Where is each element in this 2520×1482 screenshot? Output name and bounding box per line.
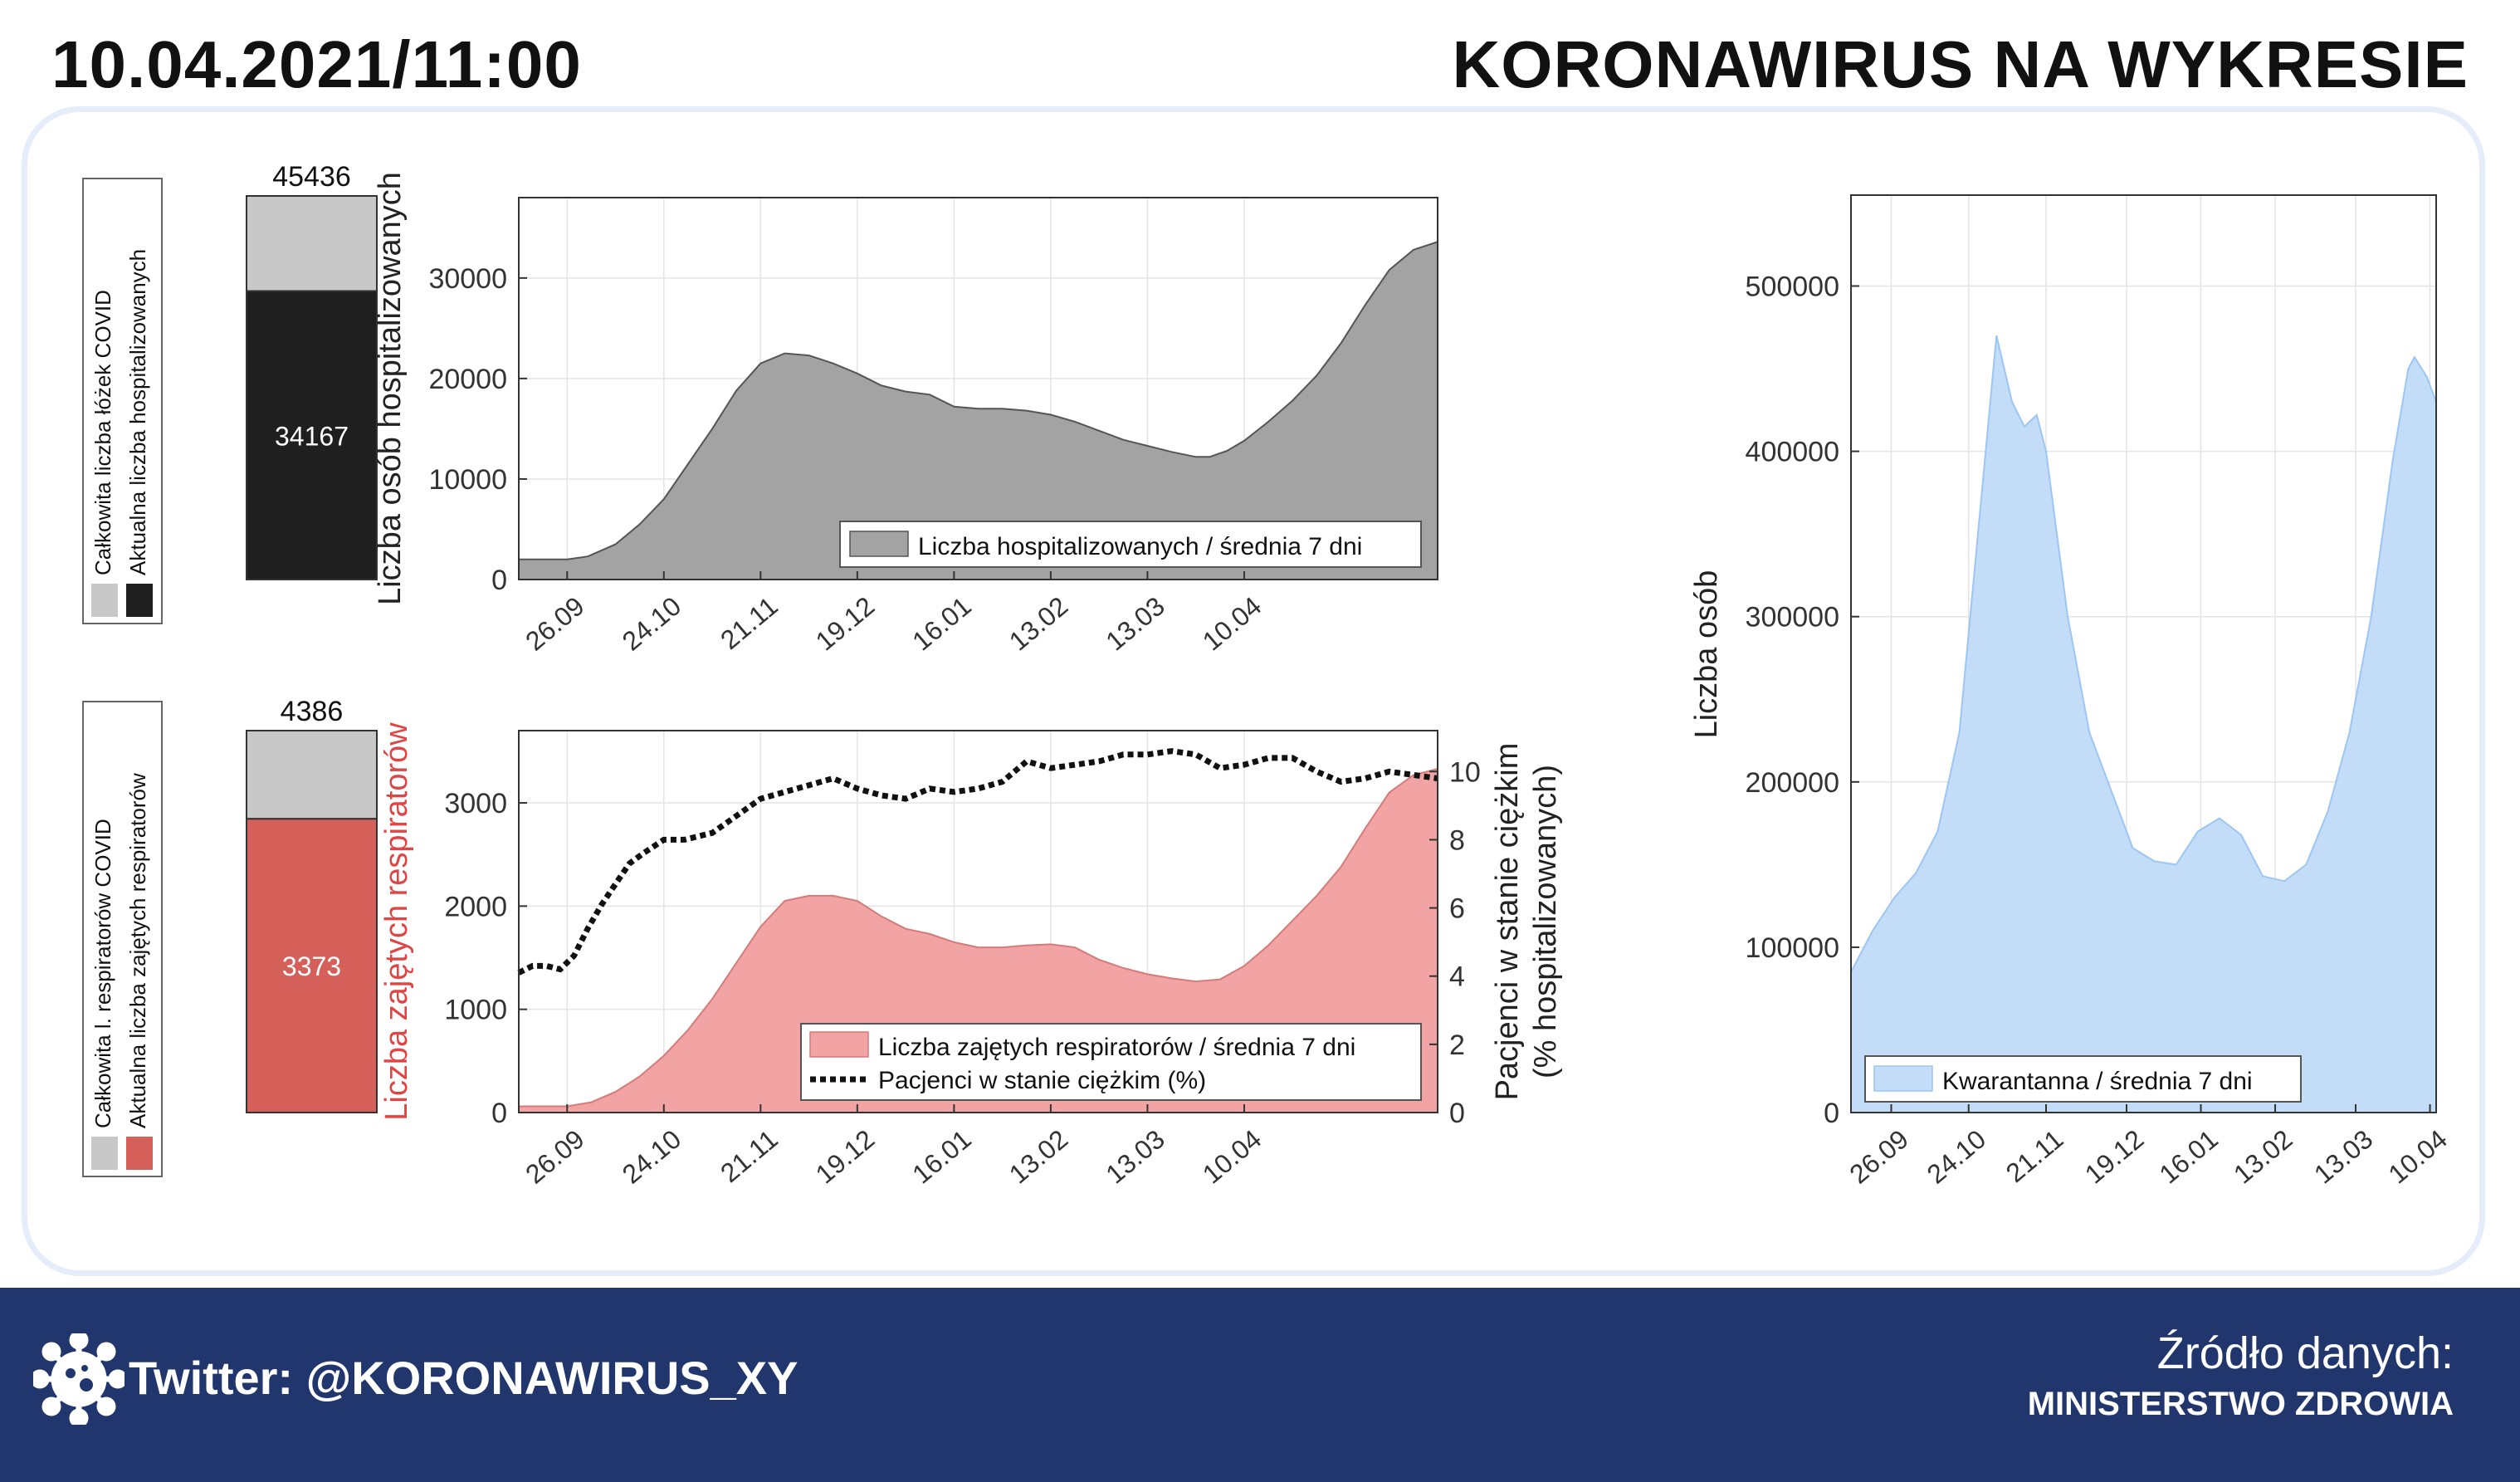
quar-ylabel: Liczba osób — [1689, 570, 1724, 739]
resp-xtick-label: 13.02 — [1004, 1124, 1073, 1190]
resp-y2tick-label: 10 — [1449, 756, 1481, 788]
quar-ytick-label: 300000 — [1746, 602, 1839, 633]
resp-total-label: 4386 — [281, 696, 344, 727]
quar-xtick-label: 13.02 — [2228, 1124, 2298, 1190]
beds-legend: Całkowita liczba łóżek COVID Aktualna lic… — [82, 178, 163, 624]
hosp-xtick-label: 21.11 — [715, 591, 784, 656]
hosp-legend-swatch — [849, 531, 909, 557]
virus-icon — [33, 1333, 125, 1425]
resp-y2tick-label: 2 — [1449, 1030, 1465, 1061]
quar-xtick-label: 10.04 — [2382, 1124, 2452, 1190]
resp-legend-swatch-total — [91, 1137, 118, 1170]
source-label: Źródło danych: — [2156, 1328, 2454, 1378]
page-title: KORONAWIRUS NA WYKRESIE — [1452, 27, 2469, 101]
resp-ytick-label: 0 — [491, 1098, 507, 1129]
beds-current-label: 34167 — [275, 421, 349, 451]
quar-legend-swatch — [1873, 1065, 1933, 1092]
hosp-xtick-label: 19.12 — [810, 591, 880, 657]
resp-legend-swatch-current — [126, 1137, 153, 1170]
resp-frame — [518, 730, 1438, 1113]
resp-xtick-label: 24.10 — [617, 1124, 686, 1190]
source-value: MINISTERSTWO ZDROWIA — [2027, 1386, 2454, 1422]
twitter-handle[interactable]: Twitter: @KORONAWIRUS_XY — [129, 1352, 798, 1404]
hosp-xtick-label: 10.04 — [1197, 591, 1267, 657]
beds-legend-label-total: Całkowita liczba łóżek COVID — [90, 290, 115, 575]
resp-legend-box — [82, 701, 163, 1177]
hosp-xtick-label: 24.10 — [617, 591, 686, 657]
hosp-xtick-label: 13.02 — [1004, 591, 1073, 657]
hosp-xtick-label: 26.09 — [520, 591, 589, 657]
hosp-ytick-label: 10000 — [428, 464, 507, 496]
resp-legend-chart: Liczba zajętych respiratorów / średnia 7… — [800, 1023, 1422, 1101]
quar-xtick-label: 21.11 — [2000, 1124, 2069, 1189]
hosp-ytick-label: 30000 — [428, 263, 507, 295]
quar-ytick-label: 400000 — [1746, 437, 1839, 468]
hosp-ylabel: Liczba osób hospitalizowanych — [373, 172, 408, 605]
resp-xtick-label: 21.11 — [715, 1124, 784, 1189]
resp-y2tick-label: 4 — [1449, 961, 1465, 993]
hosp-ytick-label: 0 — [491, 565, 507, 596]
resp-chart-legend-label-line: Pacjenci w stanie ciężkim (%) — [878, 1067, 1206, 1094]
charts-canvas: 45436 34167 Całkowita liczba łóżek COVID Ak… — [82, 161, 2453, 1190]
resp-chart-legend-swatch-area — [809, 1031, 869, 1058]
resp-xtick-label: 16.01 — [906, 1124, 976, 1190]
footer: Twitter: @KORONAWIRUS_XY Źródło danych: … — [0, 1288, 2520, 1482]
resp-y2tick-label: 6 — [1449, 893, 1465, 925]
resp-legend: Całkowita l. respiratorów COVID Aktualna … — [82, 701, 163, 1177]
resp-y2tick-label: 0 — [1449, 1098, 1465, 1129]
resp-y2tick-label: 8 — [1449, 824, 1465, 856]
resp-bar-current — [246, 818, 378, 1114]
hosp-legend-box — [839, 521, 1422, 568]
resp-severe-pct-line — [517, 748, 1438, 976]
beds-total-label: 45436 — [272, 161, 351, 193]
beds-bar-current — [246, 290, 378, 580]
resp-legend-label-total: Całkowita l. respiratorów COVID — [90, 819, 115, 1128]
resp-chart-legend-label-area: Liczba zajętych respiratorów / średnia 7… — [878, 1034, 1355, 1061]
resp-ylabel: Liczba zajętych respiratorów — [379, 722, 414, 1121]
resp-legend-label-current: Aktualna liczba zajętych respiratorów — [125, 773, 150, 1128]
hosp-ytick-label: 20000 — [428, 364, 507, 395]
hosp-legend-label: Liczba hospitalizowanych / średnia 7 dni — [918, 533, 1362, 560]
hosp-xtick-label: 16.01 — [906, 591, 976, 657]
resp-xtick-label: 26.09 — [520, 1124, 589, 1190]
quar-ytick-label: 200000 — [1746, 767, 1839, 799]
resp-ylabel-right-1: Pacjenci w stanie ciężkim — [1490, 743, 1525, 1101]
resp-xtick-label: 19.12 — [810, 1124, 880, 1190]
resp-ytick-label: 1000 — [444, 995, 507, 1026]
hosp-legend: Liczba hospitalizowanych / średnia 7 dni — [839, 521, 1422, 568]
hosp-series-area — [518, 240, 1438, 580]
resp-ytick-label: 3000 — [444, 788, 507, 819]
quar-xtick-label: 26.09 — [1844, 1124, 1913, 1190]
hosp-frame — [518, 197, 1438, 580]
resp-ytick-label: 2000 — [444, 891, 507, 922]
quar-xtick-label: 19.12 — [2079, 1124, 2149, 1190]
quar-xtick-label: 13.03 — [2308, 1124, 2378, 1190]
quar-frame — [1850, 194, 2437, 1113]
quar-ytick-label: 500000 — [1746, 271, 1839, 303]
quar-xtick-label: 24.10 — [1922, 1124, 1991, 1190]
hosp-xtick-label: 13.03 — [1100, 591, 1170, 657]
resp-bar-total — [246, 730, 378, 820]
resp-xtick-label: 13.03 — [1100, 1124, 1170, 1190]
beds-legend-label-current: Aktualna liczba hospitalizowanych — [125, 249, 150, 575]
quar-series-area — [1850, 335, 2437, 1113]
quar-ytick-label: 100000 — [1746, 932, 1839, 964]
resp-xtick-label: 10.04 — [1197, 1124, 1267, 1190]
quar-legend-label: Kwarantanna / średnia 7 dni — [1942, 1068, 2253, 1095]
resp-current-label: 3373 — [282, 951, 341, 981]
report-datetime: 10.04.2021/11:00 — [51, 27, 582, 101]
resp-ylabel-right-2: (% hospitalizowanych) — [1528, 765, 1563, 1078]
quar-legend-box — [1864, 1055, 2302, 1103]
beds-legend-swatch-total — [91, 584, 118, 617]
quar-legend: Kwarantanna / średnia 7 dni — [1864, 1055, 2302, 1103]
quar-xtick-label: 16.01 — [2153, 1124, 2223, 1190]
beds-legend-box — [82, 178, 163, 624]
resp-chart-legend-box — [800, 1023, 1422, 1101]
quar-ytick-label: 0 — [1824, 1098, 1839, 1129]
beds-bar-total — [246, 195, 378, 292]
beds-legend-swatch-current — [126, 584, 153, 617]
